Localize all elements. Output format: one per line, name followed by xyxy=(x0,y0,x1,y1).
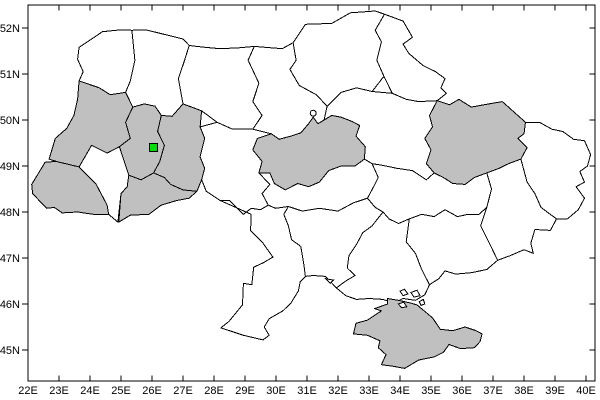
x-tick-label: 35E xyxy=(421,385,441,397)
islet-3 xyxy=(418,298,426,307)
y-tick-label: 48N xyxy=(0,207,20,219)
x-tick-label: 32E xyxy=(328,385,348,397)
islet-0 xyxy=(399,288,409,297)
x-tick-label: 25E xyxy=(111,385,131,397)
x-tick-label: 40E xyxy=(576,385,596,397)
y-tick-label: 45N xyxy=(0,345,20,357)
x-tick-label: 31E xyxy=(297,385,317,397)
axis-ticks-layer xyxy=(22,5,595,381)
x-tick-label: 37E xyxy=(483,385,503,397)
x-tick-label: 34E xyxy=(390,385,410,397)
x-tick-label: 29E xyxy=(235,385,255,397)
y-tick-label: 46N xyxy=(0,299,20,311)
region-luhansk xyxy=(517,121,592,220)
region-odesa xyxy=(219,200,306,341)
marker-layer xyxy=(149,143,159,153)
region-crimea xyxy=(353,298,483,369)
region-rivne xyxy=(125,29,190,117)
regions-layer xyxy=(31,10,592,369)
y-tick-label: 52N xyxy=(0,23,20,35)
x-tick-label: 26E xyxy=(142,385,162,397)
islet-4 xyxy=(324,277,335,285)
x-tick-label: 22E xyxy=(18,385,38,397)
x-tick-label: 24E xyxy=(80,385,100,397)
islet-2 xyxy=(397,301,408,309)
islet-1 xyxy=(410,289,421,298)
x-tick-label: 39E xyxy=(545,385,565,397)
axis-labels-layer: 22E 23E 24E 25E 26E 27E 28E 29E 30E 31E 32E 33E 34E 3… xyxy=(0,23,596,397)
x-tick-label: 23E xyxy=(49,385,69,397)
location-marker xyxy=(149,143,159,153)
y-tick-label: 47N xyxy=(0,253,20,265)
x-tick-label: 36E xyxy=(452,385,472,397)
coast-detail-layer xyxy=(309,109,426,309)
region-sumy xyxy=(374,13,447,103)
x-tick-label: 27E xyxy=(173,385,193,397)
x-tick-label: 30E xyxy=(266,385,286,397)
y-tick-label: 50N xyxy=(0,115,20,127)
y-tick-label: 51N xyxy=(0,69,20,81)
y-tick-label: 49N xyxy=(0,161,20,173)
region-chernivtsi xyxy=(118,172,198,223)
region-kherson xyxy=(335,211,430,304)
x-tick-label: 28E xyxy=(204,385,224,397)
kaniv-reservoir-loop xyxy=(309,109,317,117)
x-tick-label: 33E xyxy=(359,385,379,397)
x-tick-label: 38E xyxy=(514,385,534,397)
